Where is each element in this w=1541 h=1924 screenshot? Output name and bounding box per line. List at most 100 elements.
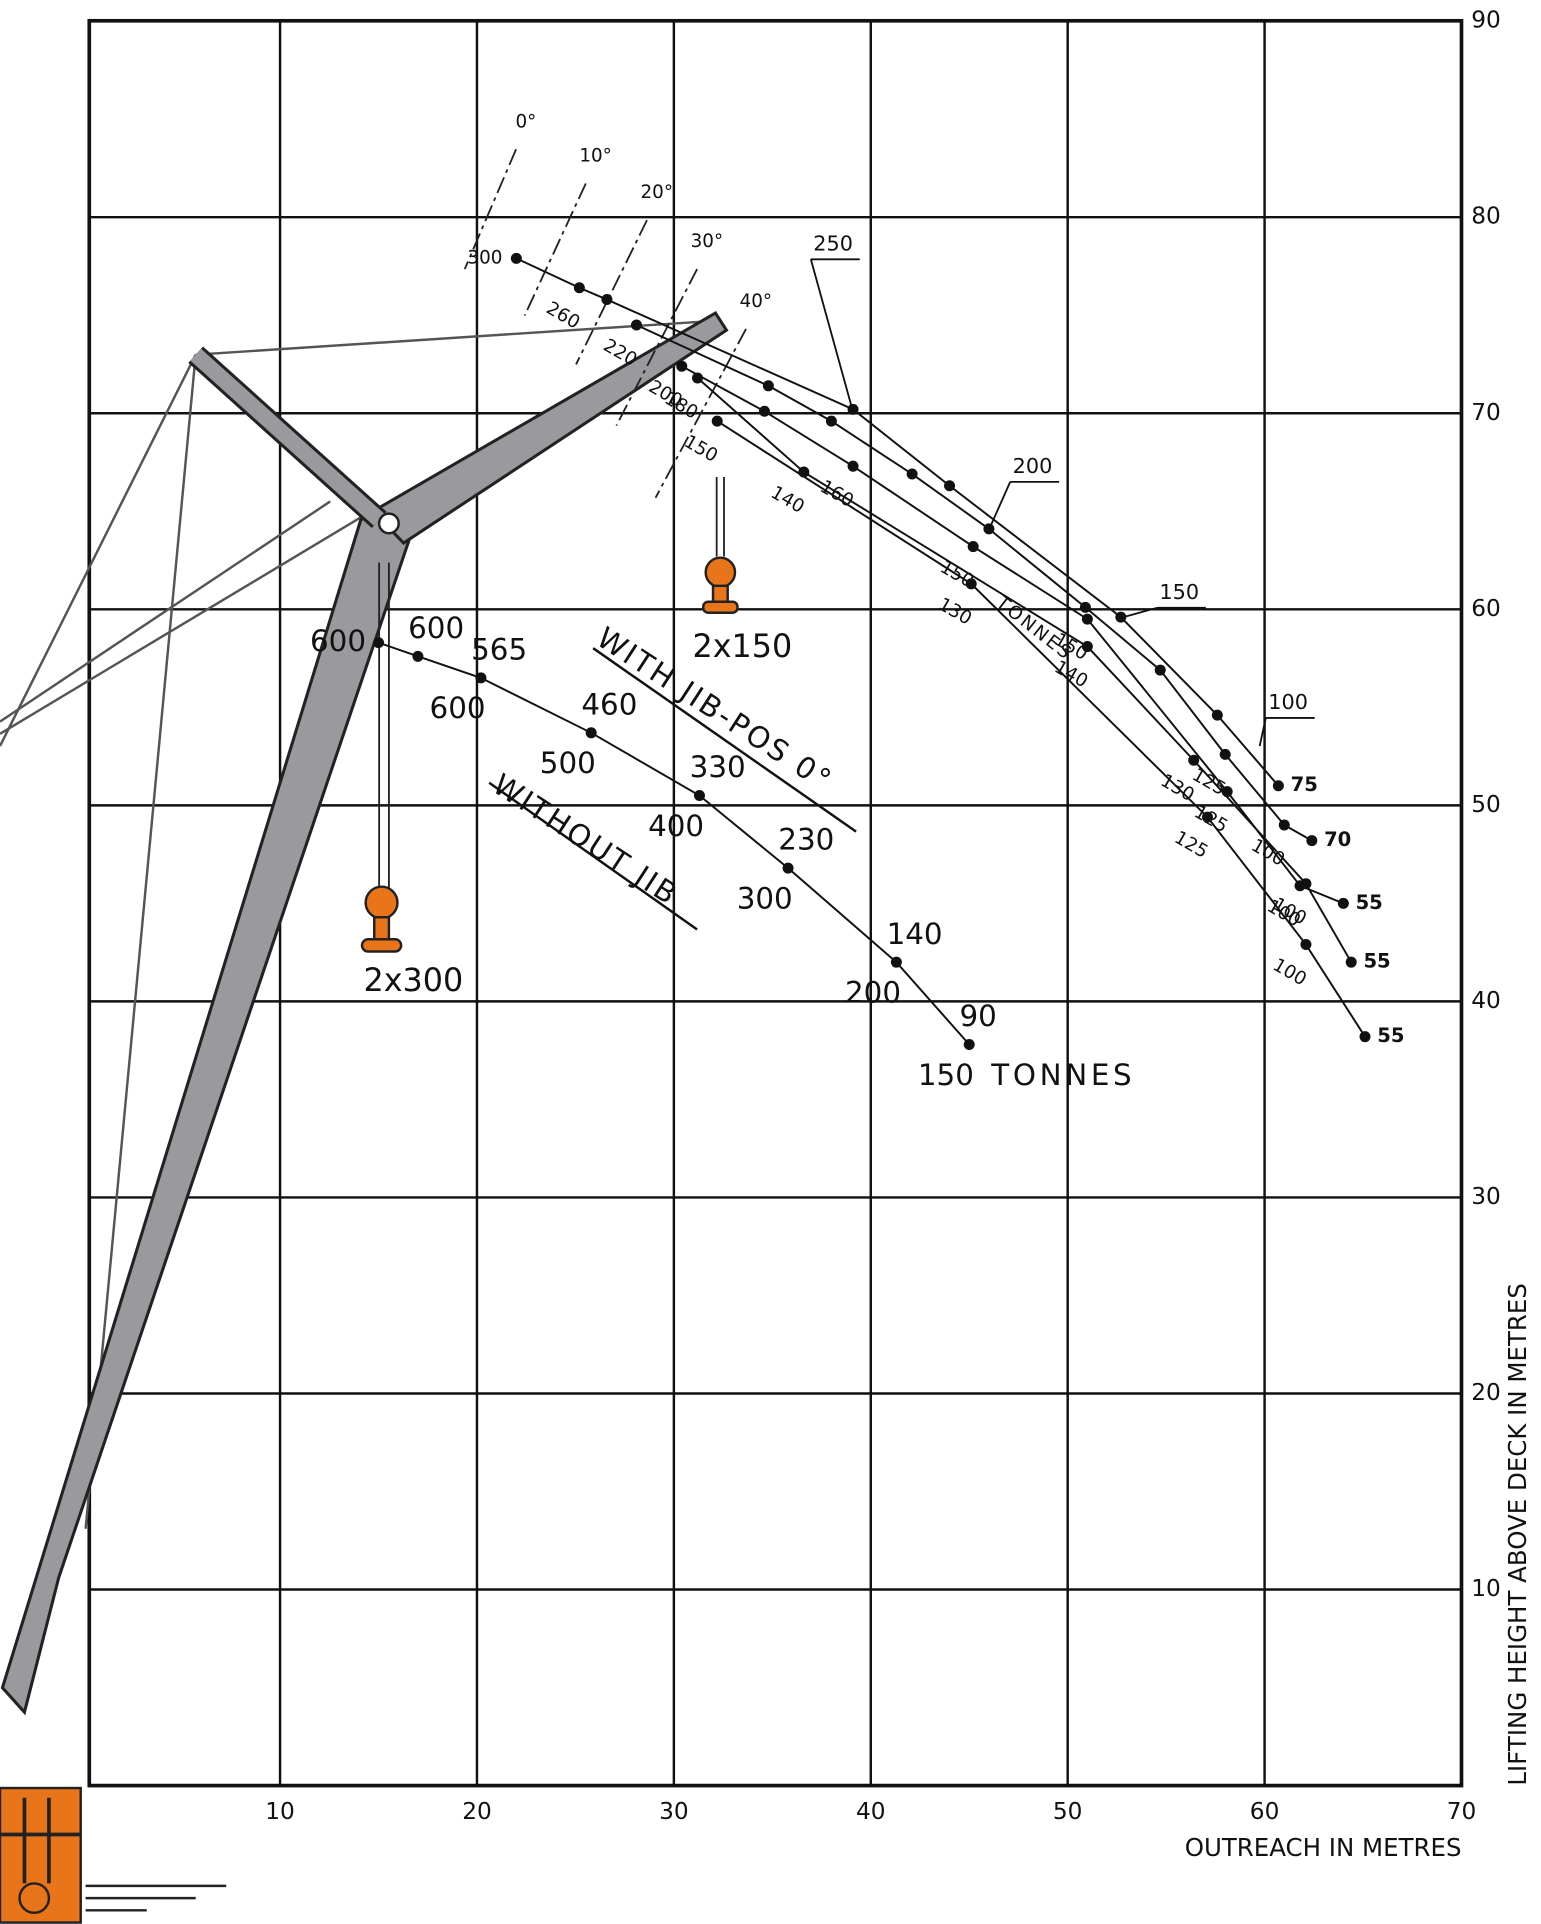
load-point: [1079, 601, 1091, 613]
load-point: [601, 294, 613, 306]
x-tick-label: 40: [856, 1798, 886, 1825]
capacity-label: 500: [540, 746, 596, 780]
x-tick-label: 50: [1053, 1798, 1083, 1825]
callout-label: 200: [1013, 454, 1053, 478]
load-point: [1359, 1031, 1371, 1043]
capacity-label: 55: [1356, 891, 1383, 914]
unit-label: TONNES: [990, 1058, 1135, 1092]
hook-label: 2x300: [364, 962, 464, 999]
jib-tie: [195, 319, 722, 356]
y-tick-label: 20: [1471, 1379, 1501, 1406]
capacity-label: 140: [887, 917, 943, 951]
jib-angle: 10°: [579, 146, 612, 167]
load-point: [1211, 709, 1223, 721]
capacity-label: 70: [1324, 828, 1351, 851]
crane: [0, 311, 739, 1924]
load-curve: [378, 641, 970, 1046]
load-point: [967, 541, 979, 553]
load-curve: [681, 365, 1344, 905]
back-stay: [0, 512, 368, 735]
jib-outline: [463, 148, 517, 270]
capacity-label: 90: [959, 999, 996, 1033]
load-point: [693, 790, 705, 802]
load-point: [758, 405, 770, 417]
capacity-label: 75: [1291, 773, 1318, 796]
jib-outline: [575, 219, 648, 365]
capacity-label: 230: [778, 823, 834, 857]
y-tick-label: 80: [1471, 203, 1501, 230]
y-tick-label: 90: [1471, 7, 1501, 34]
back-stay: [84, 354, 197, 1529]
capacity-label: 260: [543, 298, 584, 334]
load-point: [847, 460, 859, 472]
load-point: [510, 252, 522, 264]
load-point: [412, 650, 424, 662]
leader: [1121, 606, 1158, 619]
load-point: [1272, 780, 1284, 792]
plot-frame: [87, 18, 1464, 1788]
capacity-label: 600: [310, 624, 366, 658]
y-axis-label: LIFTING HEIGHT ABOVE DECK IN METRES: [1503, 1283, 1532, 1785]
capacity-label: 300: [737, 881, 793, 915]
load-point: [1219, 748, 1231, 760]
load-point: [782, 862, 794, 874]
load-curve: [716, 420, 1366, 1038]
x-tick-label: 60: [1250, 1798, 1280, 1825]
x-tick-label: 30: [659, 1798, 689, 1825]
x-tick-label: 70: [1447, 1798, 1477, 1825]
load-point: [373, 637, 385, 649]
capacity-label: 565: [471, 633, 527, 667]
y-tick-label: 70: [1471, 399, 1501, 426]
x-tick-label: 10: [265, 1798, 295, 1825]
y-tick-label: 10: [1471, 1575, 1501, 1602]
hook: [360, 885, 403, 953]
load-point: [475, 672, 487, 684]
jib-outline: [654, 328, 747, 499]
underline: [488, 781, 698, 931]
load-point: [965, 578, 977, 590]
back-stay: [0, 500, 331, 723]
jib-angle: 30°: [691, 231, 724, 252]
leader: [989, 481, 1012, 527]
diagram: 10 20 30 40 50 60 70 10 20 30 40 50 60 70 80 90 OUTREACH…: [0, 7, 1532, 1924]
capacity-label: 55: [1377, 1024, 1404, 1047]
load-point: [944, 480, 956, 492]
capacity-label: 600: [408, 611, 464, 645]
load-point: [676, 360, 688, 372]
capacity-label: 150: [680, 431, 721, 467]
hook-label: 2x150: [693, 628, 793, 665]
load-point: [585, 727, 597, 739]
callout-label: 250: [813, 232, 853, 256]
load-point: [1300, 939, 1312, 951]
capacity-label: 55: [1363, 950, 1390, 973]
load-point: [1081, 641, 1093, 653]
leader: [1258, 717, 1267, 747]
callout-label: 150: [1159, 580, 1199, 604]
load-point: [762, 380, 774, 392]
load-point: [983, 523, 995, 535]
capacity-label: 100: [1247, 835, 1288, 871]
y-tick-label: 50: [1471, 791, 1501, 818]
capacity-label: 100: [1269, 955, 1310, 991]
capacity-label: 140: [1051, 657, 1092, 693]
load-point: [1154, 664, 1166, 676]
capacity-label: 180: [661, 388, 702, 424]
jib-angle: 0°: [515, 111, 536, 132]
x-axis-label: OUTREACH IN METRES: [1185, 1833, 1462, 1862]
unit-label: TONNES: [991, 592, 1076, 665]
load-point: [890, 956, 902, 968]
load-point: [906, 468, 918, 480]
load-point: [691, 372, 704, 384]
y-tick-label: 30: [1471, 1183, 1501, 1210]
load-point: [963, 1039, 975, 1051]
load-point: [711, 415, 723, 427]
capacity-label: 300: [467, 247, 502, 268]
load-point: [1278, 819, 1290, 831]
load-point: [1115, 611, 1127, 623]
strut: [190, 348, 385, 526]
load-point: [1345, 956, 1357, 968]
capacity-label: 150: [918, 1058, 974, 1092]
load-point: [1306, 835, 1318, 847]
capacity-label: 140: [767, 482, 808, 518]
